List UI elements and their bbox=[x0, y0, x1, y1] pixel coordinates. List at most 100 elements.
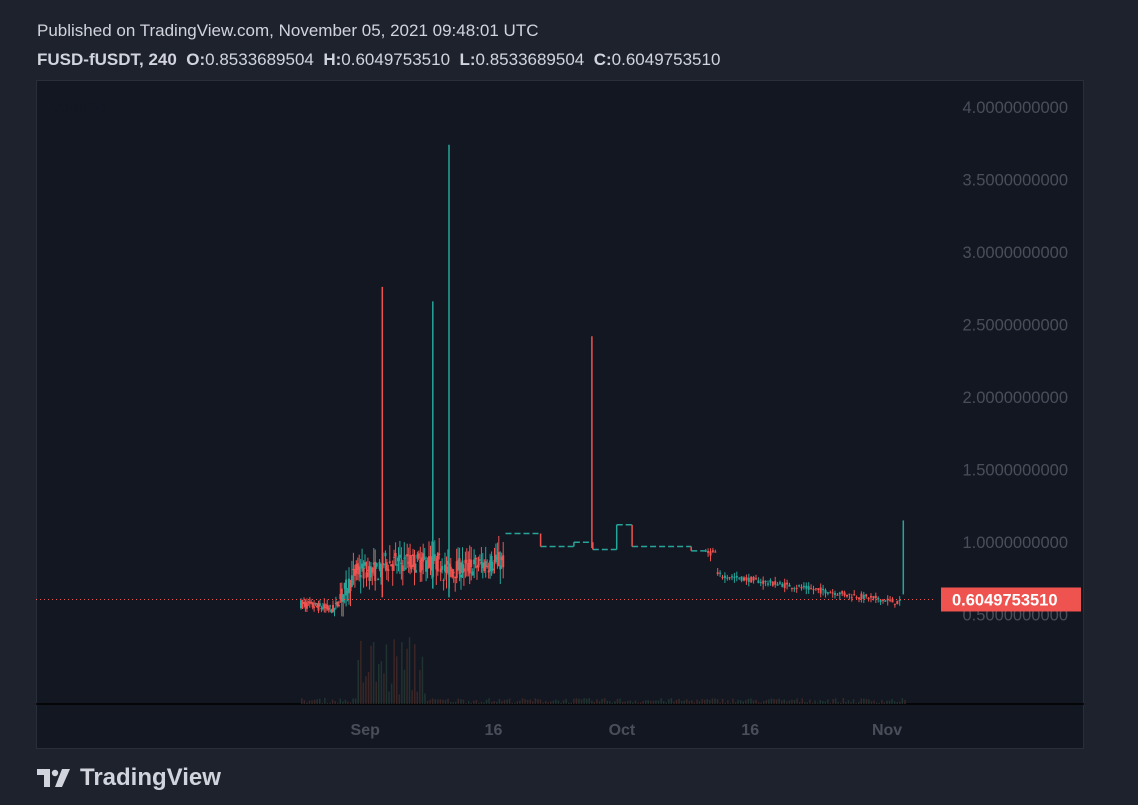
candle-body bbox=[439, 568, 442, 573]
candle-body bbox=[423, 557, 426, 559]
volume-bar bbox=[444, 700, 447, 704]
volume-bar bbox=[496, 701, 498, 704]
candle-body bbox=[810, 588, 813, 590]
high-value: 0.6049753510 bbox=[341, 50, 451, 69]
candle-body bbox=[774, 581, 777, 585]
candle-body bbox=[305, 603, 308, 609]
volume-bar bbox=[852, 699, 855, 704]
candle-body bbox=[464, 559, 467, 564]
volume-bar bbox=[665, 702, 667, 704]
volume-bar bbox=[873, 700, 875, 704]
last-price-value: 0.6049753510 bbox=[952, 591, 1058, 609]
volume-bar bbox=[757, 702, 760, 704]
candle-body bbox=[496, 557, 499, 560]
volume-bar bbox=[609, 701, 611, 704]
candle-body bbox=[843, 592, 846, 596]
price-chart[interactable]: 4.0000000000 3.5000000000 3.0000000000 2.50… bbox=[36, 80, 1084, 749]
volume-bar bbox=[886, 700, 888, 704]
open-value: 0.8533689504 bbox=[205, 50, 314, 69]
open-label: O: bbox=[186, 50, 206, 69]
volume-bar bbox=[742, 701, 744, 704]
volume-bar bbox=[606, 700, 608, 704]
candle-body bbox=[307, 601, 310, 603]
volume-bar bbox=[478, 702, 480, 704]
candle-body bbox=[371, 567, 374, 573]
candle-body bbox=[781, 584, 784, 587]
volume-bar bbox=[326, 702, 329, 704]
candle-body bbox=[788, 584, 791, 587]
volume-bar bbox=[642, 700, 644, 704]
volume-bar bbox=[721, 698, 724, 704]
volume-bar bbox=[555, 699, 557, 704]
candle-body bbox=[893, 603, 896, 605]
volume-bar bbox=[375, 681, 377, 704]
volume-bar bbox=[526, 700, 529, 704]
candle-body bbox=[348, 578, 350, 594]
volume-bar bbox=[575, 698, 578, 704]
volume-bar bbox=[514, 702, 516, 704]
candle-body bbox=[462, 568, 465, 572]
candle-body bbox=[320, 608, 323, 610]
volume-bar bbox=[516, 701, 519, 704]
candle-body bbox=[361, 563, 364, 569]
volume-bar bbox=[673, 701, 675, 704]
candle-body bbox=[417, 553, 420, 559]
volume-bar bbox=[393, 639, 395, 704]
volume-bar bbox=[383, 673, 385, 704]
candle-body bbox=[455, 561, 458, 579]
candle-body bbox=[416, 554, 419, 559]
volume-bar bbox=[439, 699, 442, 704]
candle-body bbox=[419, 559, 422, 573]
volume-bar bbox=[598, 701, 601, 704]
candle-body bbox=[740, 576, 743, 581]
candle-body bbox=[339, 594, 342, 600]
volume-bar bbox=[765, 700, 768, 704]
candle-body bbox=[889, 599, 892, 601]
candle-body bbox=[829, 592, 832, 594]
candle-body bbox=[374, 561, 377, 581]
volume-indicator-label[interactable]: Volume bbox=[50, 97, 107, 116]
volume-bar bbox=[806, 702, 809, 704]
volume-bar bbox=[827, 699, 829, 704]
volume-bar bbox=[334, 700, 336, 704]
chart-panel[interactable] bbox=[36, 80, 1084, 749]
volume-bar bbox=[786, 701, 788, 704]
tradingview-logo-icon bbox=[37, 769, 70, 787]
candle-body bbox=[798, 585, 801, 587]
symbol-interval[interactable]: FUSD-fUSDT, 240 bbox=[37, 50, 177, 69]
candle-body bbox=[445, 566, 448, 573]
candle-body bbox=[326, 604, 329, 610]
volume-bar bbox=[398, 694, 401, 704]
y-tick-label: 4.0000000000 bbox=[962, 99, 1068, 117]
volume-bar bbox=[627, 700, 629, 704]
candle-body bbox=[394, 553, 397, 557]
candle-body bbox=[764, 580, 767, 582]
volume-bar bbox=[465, 702, 467, 704]
candle-body bbox=[707, 550, 710, 553]
volume-bar bbox=[901, 698, 904, 704]
candle-body bbox=[321, 607, 324, 609]
volume-bar bbox=[727, 700, 729, 704]
volume-bar bbox=[809, 699, 811, 704]
candle-body bbox=[359, 575, 362, 578]
candle-body bbox=[352, 568, 355, 570]
volume-bar bbox=[562, 700, 565, 704]
volume-bar bbox=[816, 702, 819, 704]
volume-bar bbox=[783, 699, 785, 704]
candle-body bbox=[489, 560, 492, 572]
candle-body bbox=[846, 594, 848, 597]
volume-bar bbox=[888, 700, 891, 704]
candle-body bbox=[484, 561, 487, 568]
volume-bar bbox=[301, 698, 303, 704]
candle-body bbox=[483, 562, 486, 571]
volume-bar bbox=[647, 700, 649, 704]
candle-body bbox=[342, 594, 345, 602]
candle-body bbox=[783, 582, 786, 588]
volume-bar bbox=[449, 701, 452, 704]
volume-bar bbox=[739, 700, 742, 704]
candle-body bbox=[452, 572, 455, 574]
volume-bar bbox=[858, 701, 860, 704]
candle-body bbox=[500, 556, 503, 561]
volume-bar bbox=[416, 691, 418, 704]
volume-bar bbox=[434, 699, 436, 704]
